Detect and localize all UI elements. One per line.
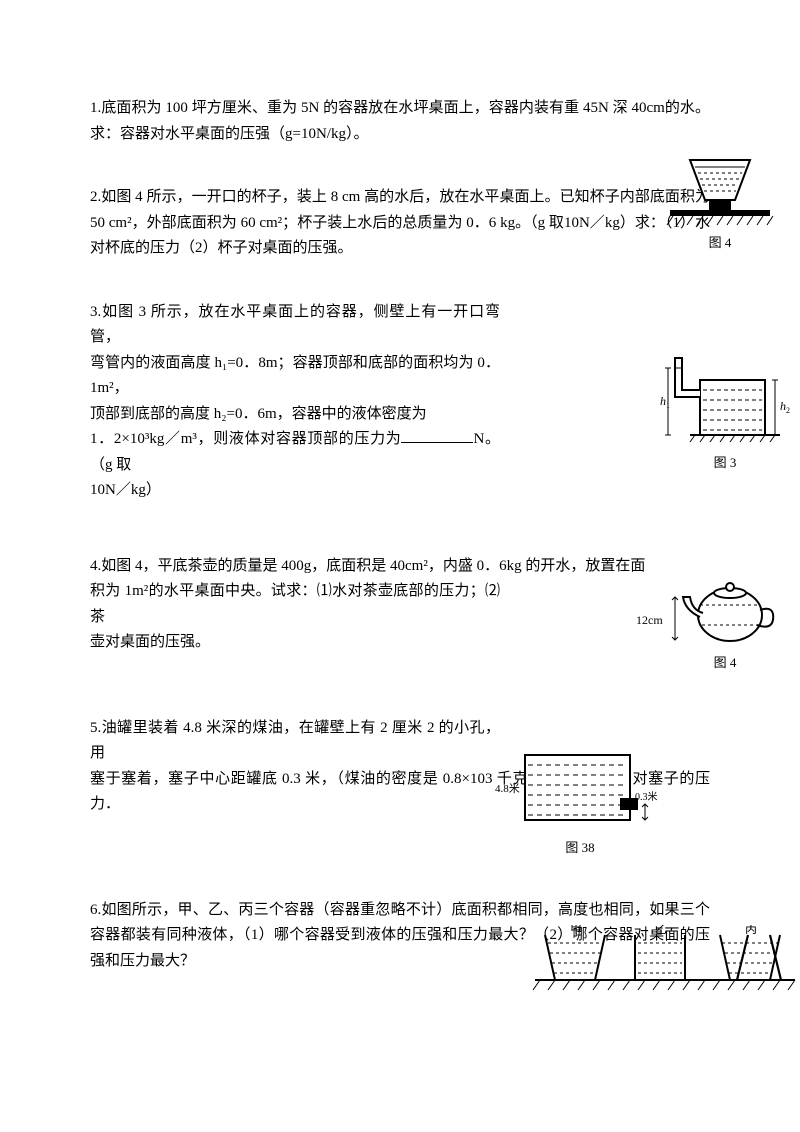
blank-field (401, 429, 473, 443)
problem-2: 2.如图 4 所示，一开口的杯子，装上 8 cm 高的水后，放在水平桌面上。已知… (90, 185, 710, 262)
problem-3-line4: 1．2×10³kg／m³，则液体对容器顶部的压力为N。（g 取 (90, 427, 500, 478)
problem-4-line1: 4.如图 4，平底茶壶的质量是 400g，底面积是 40cm²，内盛 0．6kg… (90, 554, 710, 580)
problem-1: 1.底面积为 100 坪方厘米、重为 5N 的容器放在水坪桌面上，容器内装有重 … (90, 96, 710, 147)
svg-text:甲: 甲 (570, 925, 582, 936)
problem-4-line3: 壶对桌面的压强。 (90, 630, 500, 656)
svg-text:0.3米: 0.3米 (635, 790, 658, 803)
tube-svg: h1 h2 (660, 350, 790, 450)
cup-svg (665, 155, 775, 230)
problem-3-line1: 3.如图 3 所示，放在水平桌面上的容器，侧壁上有一开口弯管， (90, 300, 500, 351)
problem-4: 4.如图 4，平底茶壶的质量是 400g，底面积是 40cm²，内盛 0．6kg… (90, 554, 710, 656)
figure-tube-label: 图 3 (660, 452, 790, 474)
figure-teapot: 12cm 图 4 (660, 575, 790, 674)
figure-tube: h1 h2 图 3 (660, 350, 790, 474)
figure-containers: 甲 乙 丙 (530, 925, 800, 1005)
figure-tank-label: 图 38 (490, 837, 670, 859)
svg-text:2: 2 (786, 406, 790, 415)
figure-cup: 图 4 (660, 155, 780, 254)
svg-text:1: 1 (666, 401, 670, 410)
problem-4-line2: 积为 1m²的水平桌面中央。试求：⑴水对茶壶底部的压力；⑵茶 (90, 579, 500, 630)
problem-3: 3.如图 3 所示，放在水平桌面上的容器，侧壁上有一开口弯管， 弯管内的液面高度… (90, 300, 710, 504)
problem-5-line1: 5.油罐里装着 4.8 米深的煤油，在罐壁上有 2 厘米 2 的小孔，用 (90, 716, 500, 767)
figure-tank: 4.8米 0.3米 图 38 (490, 750, 670, 859)
containers-svg: 甲 乙 丙 (530, 925, 800, 1005)
problem-3-line5: 10N／kg） (90, 478, 500, 504)
problem-3-line3: 顶部到底部的高度 h₂=0．6m，容器中的液体密度为 (90, 402, 500, 428)
tank-svg: 4.8米 0.3米 (495, 750, 665, 835)
svg-text:4.8米: 4.8米 (495, 782, 520, 795)
svg-text:乙: 乙 (655, 925, 667, 936)
svg-text:丙: 丙 (745, 925, 757, 936)
problem-2-text: 2.如图 4 所示，一开口的杯子，装上 8 cm 高的水后，放在水平桌面上。已知… (90, 185, 710, 262)
teapot-height: 12cm (636, 610, 663, 630)
figure-cup-label: 图 4 (660, 232, 780, 254)
figure-teapot-label: 图 4 (660, 652, 790, 674)
problem-3-line2: 弯管内的液面高度 h₁=0．8m；容器顶部和底部的面积均为 0．1m²， (90, 351, 500, 402)
problem-1-text: 1.底面积为 100 坪方厘米、重为 5N 的容器放在水坪桌面上，容器内装有重 … (90, 96, 710, 147)
teapot-svg (665, 575, 785, 650)
